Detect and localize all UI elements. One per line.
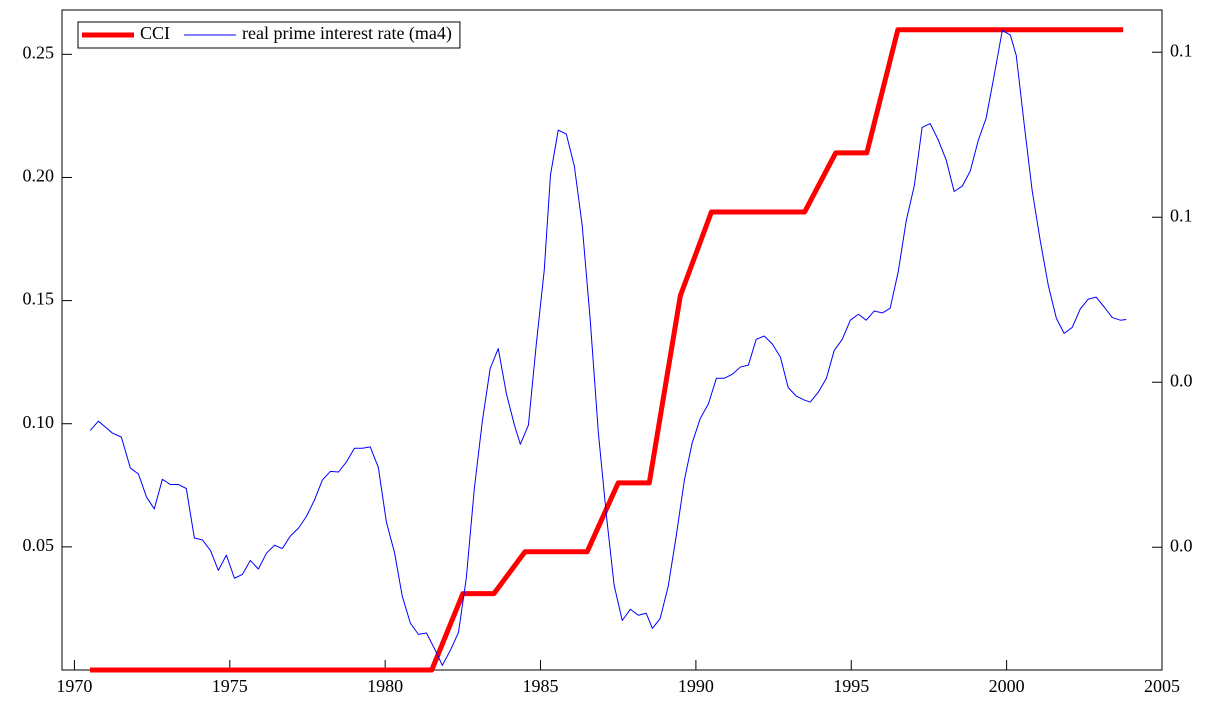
series-line — [89, 27, 1124, 673]
x-tick-label: 1975 — [212, 676, 248, 696]
legend-box — [77, 21, 461, 49]
series-line — [89, 29, 1127, 666]
y2-tick-label: 0.1 — [1170, 40, 1193, 60]
y-tick-label: 0.05 — [23, 535, 55, 555]
y-tick-label: 0.20 — [23, 166, 55, 186]
legend-label: real prime interest rate (ma4) — [242, 23, 452, 44]
plot-frame — [61, 9, 1163, 671]
y-tick-label: 0.10 — [23, 412, 55, 432]
y-tick-label: 0.25 — [23, 42, 55, 62]
x-tick-label: 2005 — [1144, 676, 1180, 696]
x-tick-label: 1980 — [367, 676, 403, 696]
y2-tick-label: 0.0 — [1170, 370, 1193, 390]
x-tick-label: 1985 — [523, 676, 559, 696]
y2-tick-label: 0.1 — [1170, 205, 1193, 225]
x-tick-label: 1995 — [833, 676, 869, 696]
x-tick-label: 2000 — [989, 676, 1025, 696]
y-tick-label: 0.15 — [23, 289, 55, 309]
x-tick-label: 1990 — [678, 676, 714, 696]
x-tick-label: 1970 — [56, 676, 92, 696]
legend-label: CCI — [140, 23, 170, 43]
y2-tick-label: 0.0 — [1170, 535, 1193, 555]
